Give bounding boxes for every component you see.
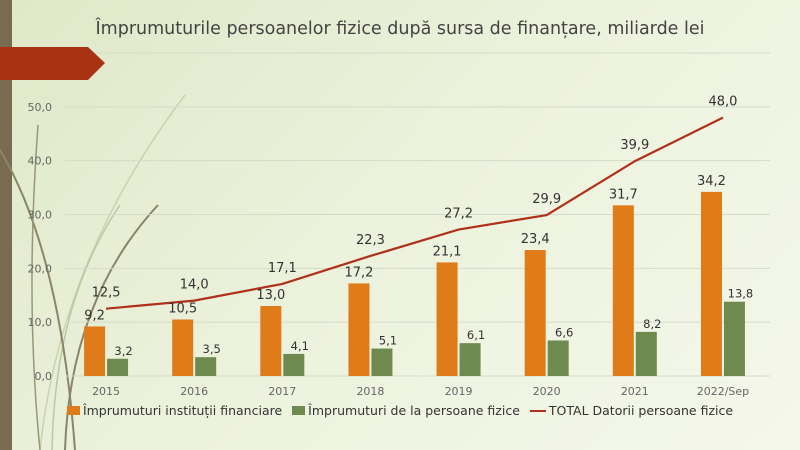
data-label: 31,7 (609, 187, 638, 202)
bar-persoane (723, 301, 745, 376)
y-tick-label: 30,0 (28, 209, 53, 222)
legend-item-persoane[interactable]: Împrumuturi de la persoane fizice (292, 403, 520, 418)
x-tick-label: 2018 (356, 385, 384, 398)
bar-institutii (84, 326, 106, 376)
data-label: 3,5 (203, 342, 221, 356)
legend-swatch (66, 406, 80, 415)
title-banner-arrow (0, 47, 105, 80)
legend: Împrumuturi instituții financiare Împrum… (0, 403, 800, 418)
bar-institutii (348, 283, 370, 376)
bar-institutii (436, 262, 458, 376)
data-label: 23,4 (521, 232, 550, 247)
data-label-total: 17,1 (268, 261, 297, 276)
x-tick-label: 2021 (621, 385, 649, 398)
line-total (105, 116, 724, 310)
bar-institutii (612, 205, 634, 376)
bar-institutii (700, 191, 722, 376)
data-label: 13,0 (256, 288, 285, 303)
chart-title: Împrumuturile persoanelor fizice după su… (95, 19, 705, 39)
data-label: 10,5 (168, 301, 197, 316)
legend-item-total[interactable]: TOTAL Datorii persoane fizice (529, 403, 734, 418)
bar-institutii (260, 306, 282, 376)
legend-swatch (529, 409, 546, 412)
bar-persoane (635, 331, 657, 376)
legend-swatch (292, 406, 306, 415)
data-label: 6,1 (467, 328, 485, 342)
legend-item-institutii[interactable]: Împrumuturi instituții financiare (66, 403, 283, 418)
bar-institutii (524, 250, 546, 376)
legend-label: TOTAL Datorii persoane fizice (548, 403, 734, 418)
left-decor-strip (0, 0, 12, 450)
bar-persoane (195, 357, 217, 376)
data-label-total: 14,0 (180, 278, 209, 293)
bar-persoane (459, 343, 481, 376)
y-tick-label: 0,0 (35, 370, 53, 383)
data-label-total: 22,3 (356, 233, 385, 248)
data-label-total: 27,2 (444, 207, 473, 222)
data-label-total: 48,0 (708, 95, 737, 110)
x-tick-label: 2015 (92, 385, 120, 398)
data-label: 4,1 (291, 339, 309, 353)
data-label: 5,1 (379, 334, 397, 348)
data-label: 34,2 (697, 174, 726, 189)
y-tick-label: 40,0 (28, 155, 53, 168)
bar-persoane (371, 348, 393, 376)
data-label-total: 29,9 (532, 192, 561, 207)
y-tick-label: 20,0 (28, 262, 53, 275)
legend-label: Împrumuturi instituții financiare (82, 403, 283, 418)
data-label: 8,2 (643, 317, 661, 331)
data-label-total: 12,5 (92, 286, 121, 301)
y-tick-label: 10,0 (28, 316, 53, 329)
data-label: 3,2 (114, 344, 132, 358)
data-label: 9,2 (84, 308, 105, 323)
x-tick-label: 2020 (533, 385, 561, 398)
x-tick-label: 2016 (180, 385, 208, 398)
x-tick-label: 2017 (268, 385, 296, 398)
data-label: 17,2 (344, 265, 373, 280)
data-label: 6,6 (555, 325, 573, 339)
bar-institutii (172, 319, 194, 376)
data-label: 21,1 (433, 244, 462, 259)
legend-label: Împrumuturi de la persoane fizice (308, 403, 520, 418)
data-label-total: 39,9 (620, 138, 649, 153)
bar-persoane (107, 358, 129, 376)
bar-persoane (547, 340, 569, 376)
bar-persoane (283, 353, 305, 376)
x-tick-label: 2022/Sep (697, 385, 749, 398)
x-tick-label: 2019 (445, 385, 473, 398)
y-tick-label: 50,0 (28, 101, 53, 114)
data-label: 13,8 (728, 287, 754, 301)
